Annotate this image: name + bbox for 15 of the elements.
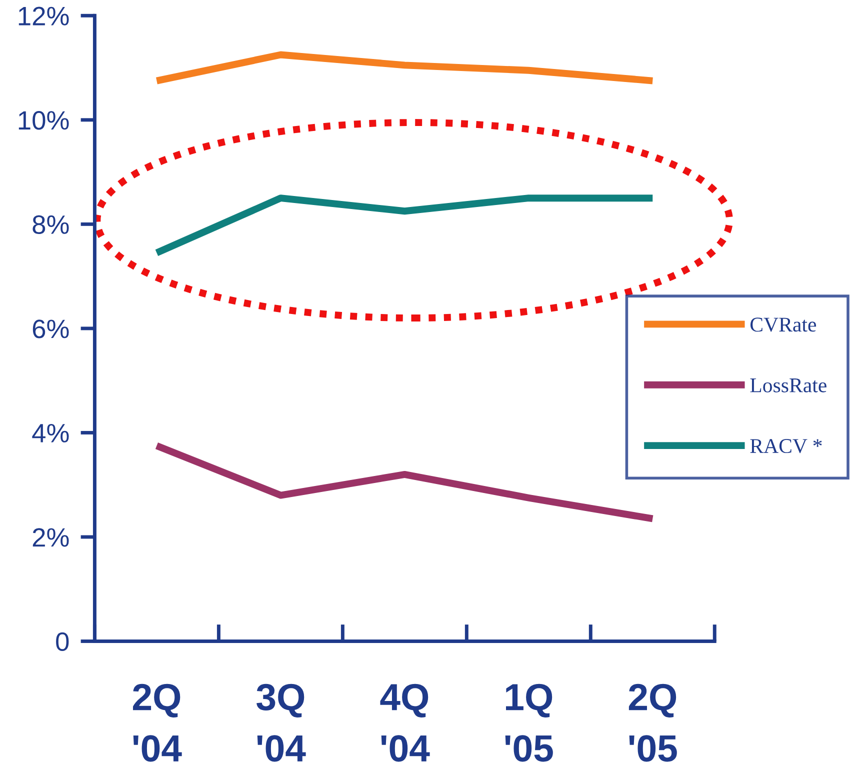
x-tick-label: 1Q '05	[505, 684, 553, 762]
y-tick-label: 2%	[32, 528, 69, 547]
legend-label: LossRate	[750, 378, 826, 392]
y-tick-label: 8%	[32, 215, 69, 234]
legend-label: CVRate	[750, 318, 816, 332]
y-tick-label: 10%	[18, 111, 69, 130]
x-tick-label: 2Q '05	[628, 684, 677, 762]
y-tick-label: 4%	[32, 424, 69, 442]
y-tick-label: 12%	[18, 6, 69, 26]
x-tick-label: 3Q '04	[256, 684, 306, 762]
legend-label: RACV *	[750, 439, 822, 454]
y-tick-label: 6%	[32, 320, 69, 338]
y-tick-label: 0	[56, 632, 69, 652]
x-tick-label: 2Q '04	[132, 684, 182, 762]
x-tick-label: 4Q '04	[380, 684, 430, 762]
